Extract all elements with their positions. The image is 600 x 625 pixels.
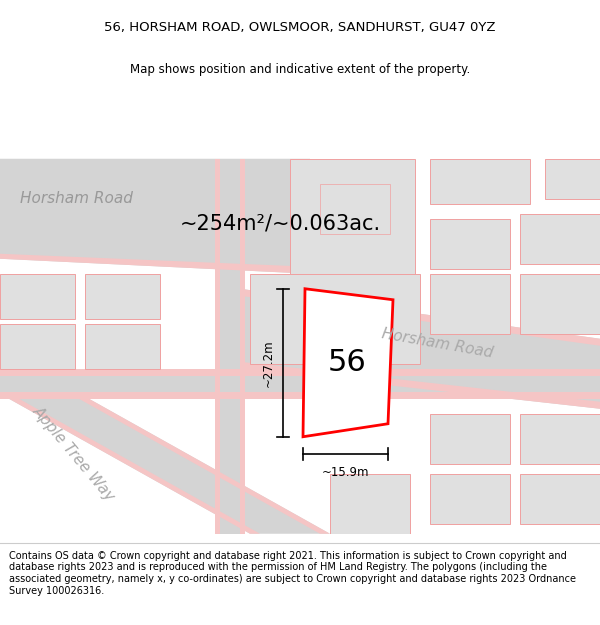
Polygon shape (0, 369, 600, 399)
Polygon shape (240, 159, 245, 534)
Text: Map shows position and indicative extent of the property.: Map shows position and indicative extent… (130, 63, 470, 76)
Polygon shape (250, 274, 420, 364)
Polygon shape (0, 394, 330, 534)
Text: Horsham Road: Horsham Road (20, 191, 133, 206)
Text: ~27.2m: ~27.2m (262, 339, 275, 386)
Polygon shape (240, 362, 600, 409)
Polygon shape (0, 392, 600, 399)
Polygon shape (240, 289, 600, 346)
Text: ~254m²/~0.063ac.: ~254m²/~0.063ac. (180, 214, 381, 234)
Polygon shape (520, 274, 600, 334)
Text: 56: 56 (328, 348, 367, 377)
Text: Horsham Road: Horsham Road (380, 327, 494, 361)
Polygon shape (330, 474, 410, 534)
Text: Contains OS data © Crown copyright and database right 2021. This information is : Contains OS data © Crown copyright and d… (9, 551, 576, 596)
Text: 56, HORSHAM ROAD, OWLSMOOR, SANDHURST, GU47 0YZ: 56, HORSHAM ROAD, OWLSMOOR, SANDHURST, G… (104, 21, 496, 34)
Polygon shape (85, 324, 160, 369)
Polygon shape (430, 274, 510, 334)
Polygon shape (290, 159, 415, 274)
Polygon shape (85, 274, 160, 319)
Polygon shape (0, 394, 260, 534)
Polygon shape (545, 159, 600, 199)
Text: ~15.9m: ~15.9m (322, 466, 369, 479)
Polygon shape (303, 289, 393, 437)
Polygon shape (430, 414, 510, 464)
Polygon shape (430, 159, 530, 204)
Polygon shape (520, 474, 600, 524)
Polygon shape (0, 254, 310, 274)
Polygon shape (430, 474, 510, 524)
Polygon shape (240, 289, 600, 409)
Polygon shape (520, 214, 600, 264)
Polygon shape (430, 219, 510, 269)
Polygon shape (215, 159, 245, 534)
Polygon shape (70, 394, 330, 534)
Polygon shape (0, 369, 600, 376)
Polygon shape (520, 414, 600, 464)
Polygon shape (0, 159, 310, 274)
Text: Apple Tree Way: Apple Tree Way (30, 403, 118, 504)
Polygon shape (0, 324, 75, 369)
Polygon shape (0, 274, 75, 319)
Polygon shape (215, 159, 220, 534)
Polygon shape (320, 184, 390, 234)
